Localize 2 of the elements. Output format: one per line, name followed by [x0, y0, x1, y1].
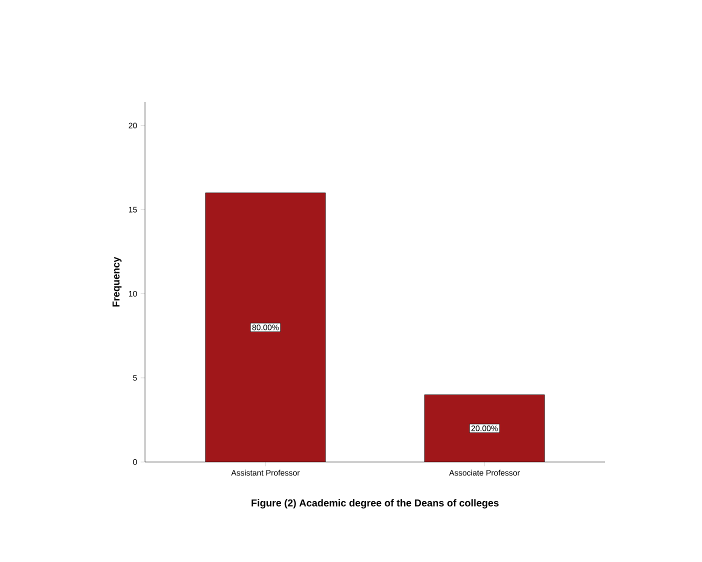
y-axis-title: Frequency — [112, 256, 122, 307]
text: Figure (2) Academic degree of the Deans of colleges — [252, 499, 499, 508]
